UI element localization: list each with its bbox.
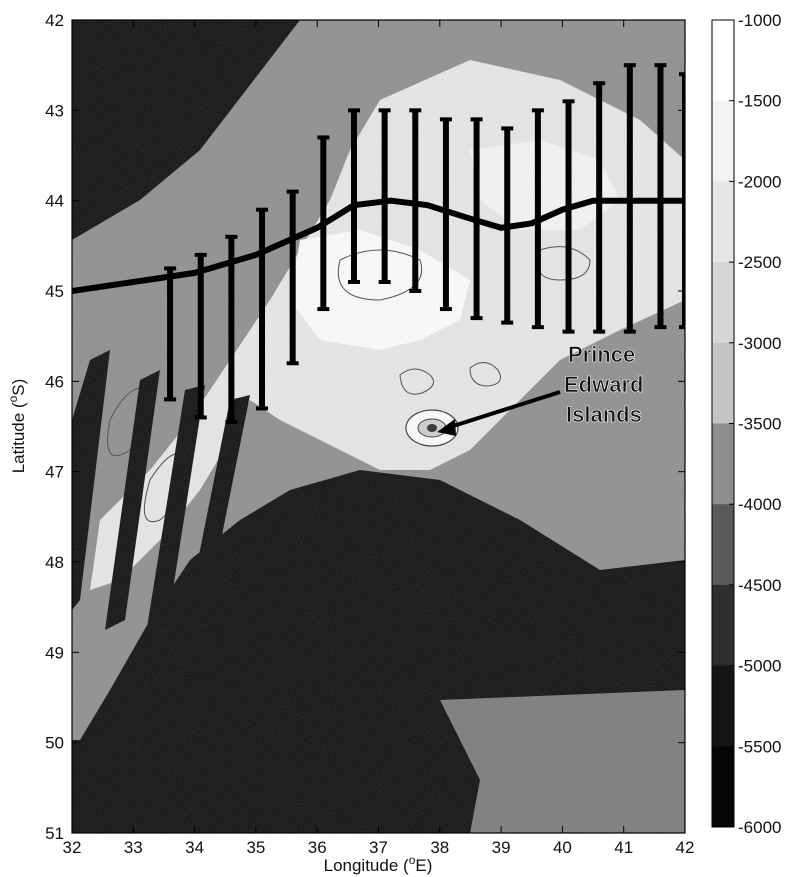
colorbar-band <box>712 100 734 182</box>
colorbar-band <box>712 665 734 747</box>
y-tick-label: 48 <box>45 553 64 572</box>
colorbar-tick-label: -1500 <box>738 92 781 111</box>
islands-label: Prince Edward Islands <box>564 342 644 428</box>
mean-track-line <box>72 197 685 294</box>
colorbar-tick-label: -2500 <box>738 253 781 272</box>
y-axis-ticks: 42 43 44 45 46 47 48 49 50 51 <box>45 11 685 843</box>
colorbar-band <box>712 342 734 424</box>
x-axis-title: Longitude (oE) <box>324 853 433 875</box>
y-axis-title-main: Latitude ( <box>9 402 28 473</box>
y-tick-label: 45 <box>45 282 64 301</box>
colorbar-tick-label: -3500 <box>738 415 781 434</box>
colorbar-band <box>712 584 734 667</box>
x-tick-label: 37 <box>369 838 388 857</box>
y-tick-label: 42 <box>45 11 64 30</box>
islands-label-line-1: Prince <box>568 342 635 367</box>
x-tick-label: 41 <box>614 838 633 857</box>
islands-label-line-2: Edward <box>564 372 643 397</box>
colorbar-band <box>712 181 734 263</box>
colorbar-band <box>712 746 734 828</box>
x-axis-title-main: Longitude ( <box>324 856 409 875</box>
colorbar-band <box>712 504 734 586</box>
annotation-arrow <box>437 390 561 436</box>
y-tick-label: 47 <box>45 463 64 482</box>
x-tick-label: 34 <box>185 838 204 857</box>
x-axis-title-unit: E) <box>415 856 432 875</box>
x-axis-degree: o <box>409 853 416 867</box>
x-tick-label: 38 <box>430 838 449 857</box>
y-tick-label: 44 <box>45 192 64 211</box>
y-tick-label: 51 <box>45 824 64 843</box>
y-tick-label: 49 <box>45 643 64 662</box>
colorbar-band <box>712 20 734 102</box>
colorbar-tick-label: -5500 <box>738 737 781 756</box>
y-axis-degree: o <box>6 395 20 402</box>
y-axis-title: Latitude (oS) <box>6 379 28 474</box>
islands-label-line-3: Islands <box>566 402 642 427</box>
bathymetry-plot-area <box>72 20 685 833</box>
x-tick-label: 42 <box>676 838 695 857</box>
y-tick-label: 46 <box>45 372 64 391</box>
colorbar-tick-label: -4000 <box>738 495 781 514</box>
colorbar-tick-label: -2000 <box>738 172 781 191</box>
x-tick-label: 36 <box>308 838 327 857</box>
x-tick-label: 33 <box>124 838 143 857</box>
y-axis-title-unit: S) <box>9 379 28 396</box>
x-tick-label: 32 <box>63 838 82 857</box>
x-tick-label: 40 <box>553 838 572 857</box>
x-tick-label: 35 <box>246 838 265 857</box>
colorbar-band <box>712 262 734 344</box>
texture-overlay <box>72 20 685 833</box>
depth-colorbar: -1000 -1500 -2000 -2500 -3000 -3500 -4000 -4500… <box>711 11 781 837</box>
colorbar-tick-label: -4500 <box>738 576 781 595</box>
colorbar-tick-label: -1000 <box>738 11 781 30</box>
x-tick-label: 39 <box>492 838 511 857</box>
x-axis-ticks: 32 33 34 35 36 37 38 39 40 41 42 <box>63 20 695 857</box>
colorbar-band <box>712 423 734 505</box>
colorbar-tick-label: -6000 <box>738 818 781 837</box>
y-tick-label: 50 <box>45 734 64 753</box>
colorbar-tick-label: -3000 <box>738 334 781 353</box>
colorbar-tick-label: -5000 <box>738 657 781 676</box>
y-tick-label: 43 <box>45 101 64 120</box>
